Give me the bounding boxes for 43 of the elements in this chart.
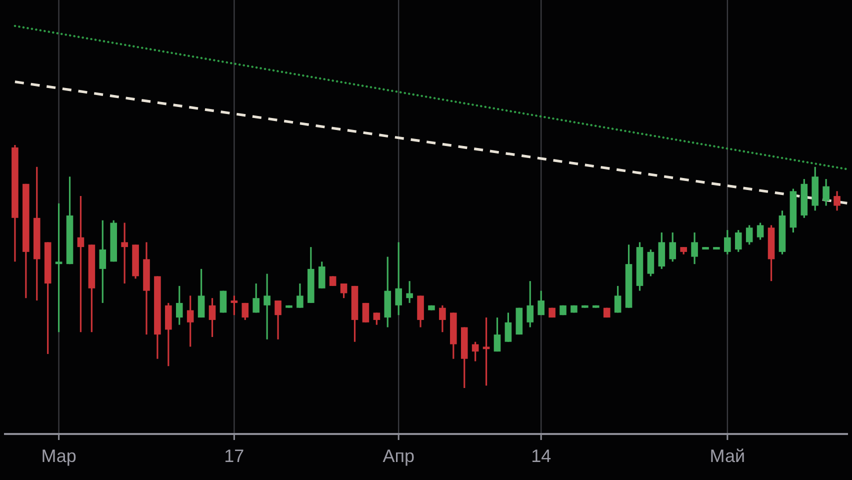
candlestick — [691, 232, 698, 265]
candlestick — [77, 195, 84, 333]
candlestick — [822, 178, 830, 207]
candlestick — [746, 224, 753, 246]
candlestick — [329, 275, 336, 287]
candlestick — [176, 285, 183, 326]
candlestick — [186, 294, 194, 348]
x-tick-label: 14 — [531, 446, 552, 466]
candlestick — [340, 282, 348, 299]
candlestick — [406, 280, 413, 304]
candlestick — [264, 272, 270, 340]
x-tick-label: 17 — [224, 446, 244, 466]
candlestick — [494, 316, 501, 352]
candlestick — [296, 282, 304, 309]
candlestick — [472, 341, 479, 362]
candlestick — [252, 282, 260, 314]
candlestick — [395, 241, 402, 316]
candlestick — [614, 285, 622, 314]
candlestick — [482, 316, 490, 386]
candlestick — [99, 220, 106, 304]
candlestick — [504, 312, 512, 343]
candlestick — [362, 302, 370, 324]
candlestick — [373, 312, 380, 326]
candlestick — [242, 302, 249, 321]
candlestick — [230, 294, 238, 316]
candlestick — [208, 297, 216, 338]
candlestick — [198, 268, 205, 318]
candlestick — [121, 222, 128, 284]
x-tick-label: Май — [710, 446, 746, 466]
candlestick — [318, 260, 326, 290]
candlestick — [734, 229, 742, 253]
candlestick — [647, 248, 654, 278]
candlestick — [756, 222, 764, 241]
candlestick — [669, 232, 676, 262]
candlestick — [439, 304, 446, 333]
candlestick — [834, 190, 840, 212]
candlestick — [55, 202, 62, 333]
x-tick-label: Мар — [41, 446, 76, 466]
candlestick — [274, 300, 282, 340]
candlestick — [526, 280, 534, 328]
candlestick — [538, 290, 544, 316]
x-tick-label: Апр — [382, 446, 414, 466]
candlestick — [724, 229, 731, 256]
